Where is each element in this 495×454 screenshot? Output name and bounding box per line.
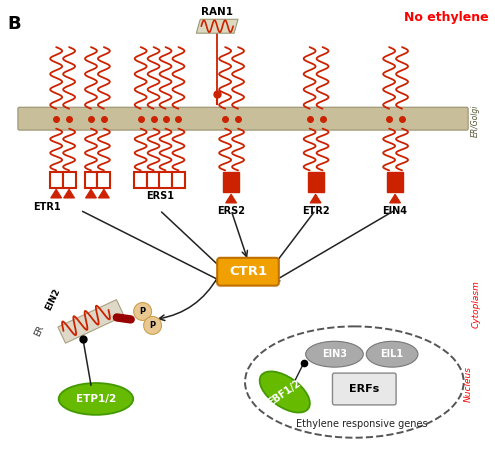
Text: Cytoplasm: Cytoplasm <box>472 281 481 328</box>
Text: EIN2: EIN2 <box>44 287 62 312</box>
Bar <box>147 173 160 188</box>
Ellipse shape <box>305 341 363 367</box>
Text: EIL1: EIL1 <box>381 349 403 359</box>
Text: Nucleus: Nucleus <box>464 366 473 402</box>
Bar <box>159 173 172 188</box>
Text: RAN1: RAN1 <box>201 7 233 17</box>
Ellipse shape <box>59 383 133 415</box>
Bar <box>63 173 76 188</box>
Text: ER/Golgi: ER/Golgi <box>471 104 480 137</box>
Bar <box>50 173 63 188</box>
Bar <box>307 173 324 192</box>
Polygon shape <box>99 189 109 198</box>
Text: EIN3: EIN3 <box>322 349 347 359</box>
Ellipse shape <box>134 302 151 321</box>
Text: ETR1: ETR1 <box>34 202 61 212</box>
FancyBboxPatch shape <box>18 107 468 130</box>
Text: ERS1: ERS1 <box>147 191 175 201</box>
Polygon shape <box>86 189 97 198</box>
Text: Ethylene responsive genes: Ethylene responsive genes <box>297 419 428 429</box>
Ellipse shape <box>260 371 310 413</box>
Text: P: P <box>149 321 155 330</box>
Polygon shape <box>50 189 62 198</box>
Bar <box>134 173 147 188</box>
Text: ETR2: ETR2 <box>302 206 329 216</box>
Text: ERFs: ERFs <box>349 384 379 394</box>
Ellipse shape <box>144 316 161 334</box>
Polygon shape <box>197 19 238 33</box>
Text: P: P <box>140 307 146 316</box>
Text: No ethylene: No ethylene <box>404 11 489 25</box>
Text: CTR1: CTR1 <box>229 265 267 278</box>
Polygon shape <box>226 194 237 203</box>
Polygon shape <box>58 300 124 343</box>
Text: B: B <box>7 15 21 33</box>
Ellipse shape <box>366 341 418 367</box>
FancyBboxPatch shape <box>217 258 279 286</box>
FancyBboxPatch shape <box>333 373 396 405</box>
Text: ETP1/2: ETP1/2 <box>76 394 116 404</box>
Ellipse shape <box>245 326 464 438</box>
Text: EIN4: EIN4 <box>383 206 407 216</box>
Text: ERS2: ERS2 <box>217 206 245 216</box>
Bar <box>98 173 110 188</box>
Polygon shape <box>64 189 75 198</box>
Text: EBF1/2: EBF1/2 <box>265 378 302 408</box>
Polygon shape <box>390 194 400 203</box>
Bar <box>223 173 239 192</box>
Polygon shape <box>310 194 321 203</box>
Bar <box>85 173 98 188</box>
Bar <box>387 173 403 192</box>
Bar <box>172 173 185 188</box>
Text: ER: ER <box>33 325 46 338</box>
